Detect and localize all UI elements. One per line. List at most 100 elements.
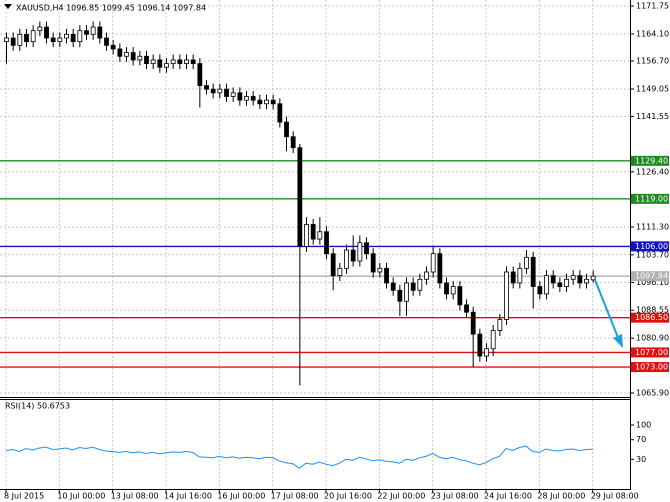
candle-body: [90, 26, 96, 35]
candle-body: [50, 37, 56, 43]
candle-body: [24, 33, 29, 43]
level-tag: [631, 312, 669, 323]
y-tick-label: 1111.30: [636, 223, 669, 232]
y-tick-label: 1126.40: [636, 167, 669, 176]
candle-body: [484, 348, 489, 357]
y-tick-label: 1149.05: [636, 84, 669, 93]
candle-body: [57, 37, 63, 43]
rsi-line: [5, 445, 593, 469]
candle-body: [444, 282, 449, 295]
y-tick-label: 1141.55: [636, 112, 669, 121]
x-tick-label: 16 Jul 00:00: [217, 492, 265, 501]
chart-title: XAUUSD,H4 1096.85 1099.45 1096.14 1097.8…: [16, 4, 206, 13]
level-label: 1077.00: [635, 348, 668, 357]
candle-body: [537, 286, 543, 295]
candle-body: [424, 271, 429, 280]
y-tick-label: 1088.55: [636, 306, 669, 315]
candle-body: [150, 59, 156, 64]
candle-body: [204, 85, 209, 90]
candle-body: [344, 249, 349, 269]
candle-body: [17, 33, 23, 46]
x-tick-label: 8 Jul 2015: [4, 492, 44, 501]
candle-body: [250, 96, 256, 101]
y-tick-label: 1080.90: [636, 334, 669, 343]
x-tick-label: 17 Jul 08:00: [271, 492, 319, 501]
candle-body: [37, 26, 43, 32]
candle-body: [550, 275, 556, 284]
level-label: 1119.00: [635, 194, 668, 203]
level-tag: [631, 271, 669, 282]
candle-body: [497, 319, 503, 331]
candle-body: [130, 52, 136, 61]
level-tag: [631, 155, 669, 166]
candle-body: [377, 267, 383, 273]
level-label: 1097.84: [635, 272, 668, 281]
candle-body: [410, 282, 416, 291]
candle-body: [284, 121, 289, 138]
candle-body: [97, 26, 103, 39]
candle-body: [510, 271, 516, 284]
candle-body: [197, 63, 203, 86]
rsi-tick-label: 30: [636, 455, 646, 464]
candle-body: [570, 275, 576, 280]
candle-body: [237, 92, 243, 101]
candle-body: [77, 30, 83, 43]
candle-body: [317, 231, 323, 240]
candle-body: [490, 330, 496, 350]
candle-body: [310, 224, 316, 240]
candle-body: [564, 278, 569, 288]
candle-body: [357, 242, 363, 262]
candle-body: [224, 88, 229, 97]
candle-body: [450, 286, 456, 295]
rsi-label: RSI(14) 50.6753: [5, 402, 70, 411]
x-tick-label: 10 Jul 00:00: [57, 492, 105, 501]
candle-body: [190, 59, 196, 64]
x-tick-label: 13 Jul 08:00: [111, 492, 159, 501]
level-label: 1073.00: [635, 363, 668, 372]
candle-body: [4, 37, 9, 43]
candle-body: [230, 92, 236, 97]
candle-body: [164, 63, 169, 68]
forecast-arrow-head: [613, 334, 623, 348]
candle-body: [144, 55, 149, 64]
candle-body: [464, 304, 469, 313]
candle-body: [184, 59, 189, 64]
x-tick-label: 14 Jul 16:00: [164, 492, 212, 501]
plot-layer: [0, 0, 630, 489]
candle-body: [330, 253, 336, 277]
y-tick-label: 1103.70: [636, 250, 669, 259]
candle-body: [104, 37, 109, 46]
y-tick-label: 1171.75: [636, 2, 669, 11]
candle-body: [437, 253, 443, 284]
candle-body: [404, 282, 409, 302]
candle-body: [177, 59, 183, 64]
candle-body: [350, 249, 356, 262]
candle-body: [290, 136, 296, 149]
candle-body: [217, 88, 223, 94]
candle-body: [457, 286, 463, 306]
candle-body: [477, 333, 483, 357]
candle-body: [370, 253, 376, 273]
level-tag: [631, 241, 669, 252]
candle-body: [84, 30, 89, 35]
candle-body: [70, 33, 76, 43]
level-tag: [631, 193, 669, 204]
candle-body: [10, 37, 16, 46]
candle-body: [470, 311, 476, 335]
candle-body: [117, 48, 123, 57]
candle-body: [170, 59, 176, 64]
symbol-marker: [4, 4, 12, 9]
level-tag: [631, 362, 669, 373]
candle-body: [324, 231, 329, 255]
candle-body: [210, 88, 216, 94]
candle-body: [524, 256, 529, 269]
candle-body: [590, 275, 596, 281]
rsi-tick-label: 70: [636, 435, 646, 444]
candle-body: [337, 267, 343, 277]
candle-body: [530, 256, 536, 288]
forecast-arrow: [594, 279, 620, 341]
candle-body: [517, 267, 523, 284]
candle-body: [44, 26, 49, 39]
candle-body: [244, 96, 249, 101]
